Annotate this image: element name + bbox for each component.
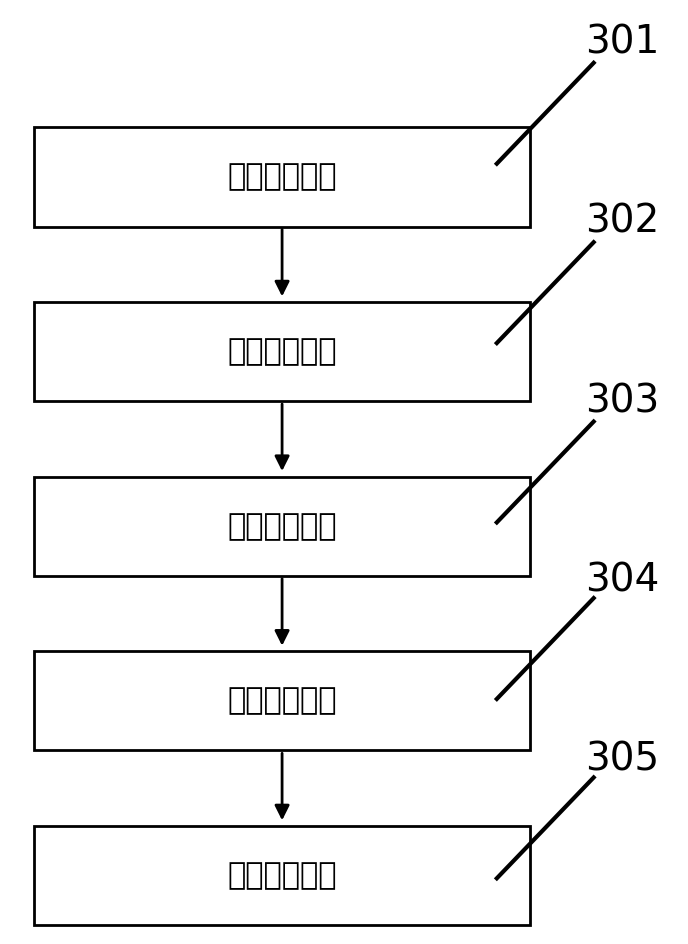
Bar: [34, 651, 530, 750]
Text: 302: 302: [585, 203, 659, 241]
Text: 第二标注模块: 第二标注模块: [227, 512, 337, 541]
Text: 第一标注模块: 第一标注模块: [227, 162, 337, 192]
Text: 303: 303: [585, 382, 659, 420]
Text: 301: 301: [585, 24, 659, 61]
Bar: [34, 302, 530, 401]
Bar: [34, 127, 530, 227]
Text: 语料分类模块: 语料分类模块: [227, 337, 337, 366]
Bar: [34, 477, 530, 576]
Text: 304: 304: [585, 562, 659, 599]
Text: 305: 305: [585, 741, 659, 779]
Text: 第三标注模块: 第三标注模块: [227, 861, 337, 890]
Text: 模型训练模块: 模型训练模块: [227, 686, 337, 716]
Bar: [34, 826, 530, 925]
